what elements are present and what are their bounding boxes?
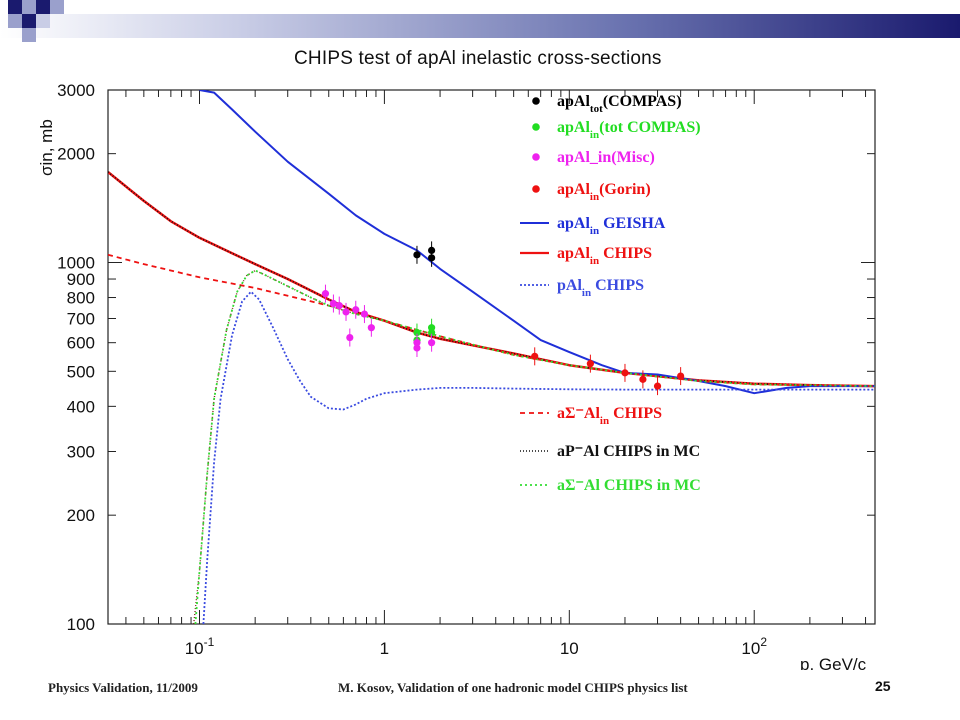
- legend-label: aΣ⁻Al CHIPS in MC: [557, 477, 701, 494]
- logo-square: [36, 0, 50, 14]
- data-point: [329, 299, 338, 308]
- logo-square: [50, 0, 64, 14]
- legend-label: pAlin CHIPS: [557, 277, 644, 299]
- x-axis-label: p, GeV/c: [800, 655, 867, 670]
- y-tick-label: 200: [67, 506, 95, 525]
- logo-square: [8, 0, 22, 14]
- y-tick-label: 700: [67, 309, 95, 328]
- y-tick-label: 400: [67, 397, 95, 416]
- legend-label: aP⁻Al CHIPS in MC: [557, 443, 700, 460]
- cross-section-chart: 10-1 1 10 102 p, GeV/c 100 200 300 400 500 600 7008…: [37, 81, 876, 670]
- header-gradient-band: [0, 14, 960, 38]
- data-point: [677, 372, 685, 380]
- y-tick-label: 2000: [57, 145, 95, 164]
- data-point: [346, 333, 354, 342]
- series-line: [193, 269, 385, 624]
- data-point: [639, 375, 647, 383]
- y-axis-label: σin, mb: [37, 119, 56, 176]
- plot-frame: [107, 89, 876, 625]
- data-point: [321, 290, 330, 298]
- data-point: [413, 344, 421, 352]
- y-tick-label: 500: [67, 362, 95, 381]
- y-tick-label: 100: [67, 615, 95, 634]
- data-point: [586, 360, 594, 368]
- series-line: [194, 269, 875, 624]
- x-tick-label: 10: [560, 639, 579, 658]
- data-point: [352, 306, 360, 314]
- legend-label: apAlin(Gorin): [557, 181, 651, 203]
- legend-label: apAlin(tot COMPAS): [557, 119, 701, 141]
- legend-label: apAl_in(Misc): [557, 149, 655, 166]
- series-line: [199, 90, 875, 395]
- y-tick-label: 300: [67, 443, 95, 462]
- data-point: [531, 352, 539, 360]
- data-point: [342, 308, 350, 316]
- legend-label: apAlin CHIPS: [557, 245, 652, 267]
- legend-label: aΣ⁻Alin CHIPS: [557, 405, 662, 427]
- y-tick-label: 600: [67, 334, 95, 353]
- series-line: [108, 253, 875, 387]
- y-tick-label: 3000: [57, 81, 95, 100]
- logo-square: [22, 14, 36, 28]
- data-point: [367, 324, 375, 332]
- legend-label: apAlin GEISHA: [557, 215, 666, 237]
- slide-title: CHIPS test of apAl inelastic cross-secti…: [294, 48, 662, 69]
- data-point: [621, 369, 629, 377]
- y-tick-label: 800: [67, 289, 95, 308]
- legend-marker: [532, 97, 540, 105]
- page-number: 25: [875, 678, 891, 694]
- x-tick-label: 102: [741, 635, 767, 658]
- x-tick-label: 10-1: [185, 635, 215, 658]
- logo-square: [22, 28, 36, 42]
- data-point: [360, 310, 369, 318]
- x-tick-label: 1: [380, 639, 389, 658]
- logo-square: [36, 14, 50, 28]
- legend-marker: [532, 185, 540, 193]
- logo-square: [22, 0, 36, 14]
- legend-label: apAltot(COMPAS): [557, 93, 682, 115]
- legend-marker: [532, 153, 540, 161]
- footer-left: Physics Validation, 11/2009: [48, 680, 198, 695]
- data-point: [428, 254, 436, 262]
- data-point: [428, 339, 436, 347]
- y-tick-label: 900: [67, 270, 95, 289]
- data-point: [335, 301, 343, 310]
- series-line: [202, 290, 875, 624]
- data-point: [428, 328, 436, 337]
- y-tick-label: 1000: [57, 253, 95, 272]
- legend-marker: [532, 123, 540, 131]
- logo-square: [8, 14, 22, 28]
- data-point: [413, 251, 421, 259]
- footer-center: M. Kosov, Validation of one hadronic mod…: [338, 680, 688, 695]
- data-point: [653, 382, 662, 390]
